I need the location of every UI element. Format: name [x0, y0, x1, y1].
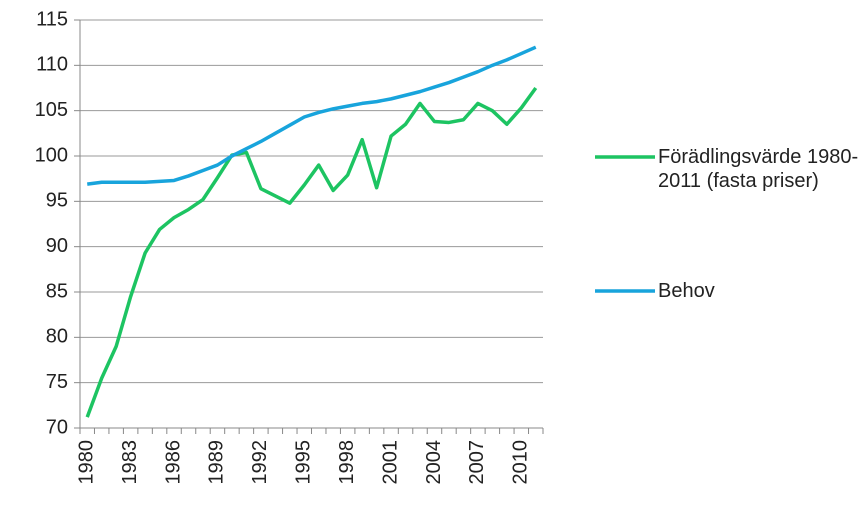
x-tick-label: 1989 [206, 440, 228, 485]
y-tick-label: 75 [46, 371, 68, 393]
y-tick-label: 70 [46, 416, 68, 438]
y-tick-label: 115 [36, 8, 68, 30]
x-tick-label: 1992 [249, 440, 271, 485]
x-tick-label: 2010 [510, 440, 532, 485]
legend-label: Behov [658, 280, 715, 302]
y-tick-label: 100 [35, 144, 68, 166]
y-tick-label: 105 [35, 99, 68, 121]
x-tick-label: 2007 [466, 440, 488, 485]
series-line [85, 86, 538, 418]
x-tick-label: 1995 [293, 440, 315, 485]
x-tick-label: 2004 [423, 440, 445, 485]
legend-label: Förädlingsvärde 1980-2011 (fasta priser) [658, 146, 859, 192]
y-tick-label: 110 [36, 54, 68, 76]
series-line [87, 45, 537, 186]
x-tick-label: 1998 [336, 440, 358, 485]
x-tick-label: 1986 [162, 440, 184, 485]
x-tick-label: 1983 [119, 440, 141, 485]
y-tick-label: 85 [46, 280, 68, 302]
y-tick-label: 90 [46, 235, 68, 257]
x-tick-label: 2001 [379, 440, 401, 485]
y-tick-label: 95 [46, 190, 68, 212]
y-tick-label: 80 [46, 326, 68, 348]
x-tick-label: 1980 [76, 440, 98, 485]
